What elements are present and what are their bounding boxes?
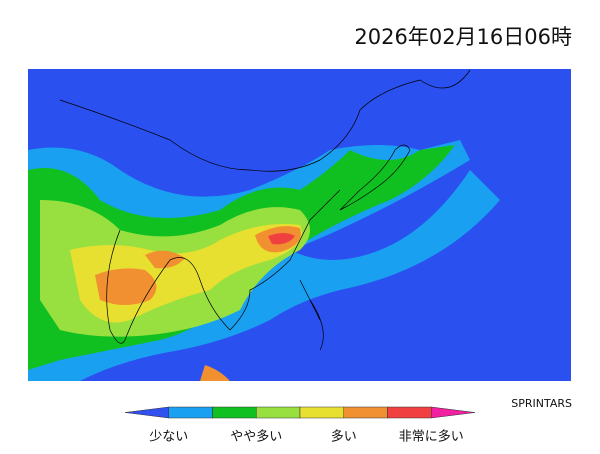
legend-swatch [124, 406, 169, 419]
legend-swatch [299, 406, 344, 419]
legend-swatch [168, 406, 213, 419]
credit: SPRINTARS [511, 397, 572, 410]
forecast-time: 2026年02月16日06時 [354, 25, 572, 49]
map [28, 69, 571, 381]
legend-label: 少ない [149, 430, 188, 445]
legend: 少ない やや多い 多い 非常に多い [124, 406, 476, 445]
legend-swatch [387, 406, 432, 419]
legend-swatch [256, 406, 301, 419]
legend-label: 非常に多い [399, 429, 464, 445]
legend-swatch [343, 406, 388, 419]
legend-swatch [212, 406, 257, 419]
legend-label: やや多い [230, 429, 282, 445]
legend-label: 多い [331, 429, 357, 445]
legend-swatch [431, 406, 476, 419]
